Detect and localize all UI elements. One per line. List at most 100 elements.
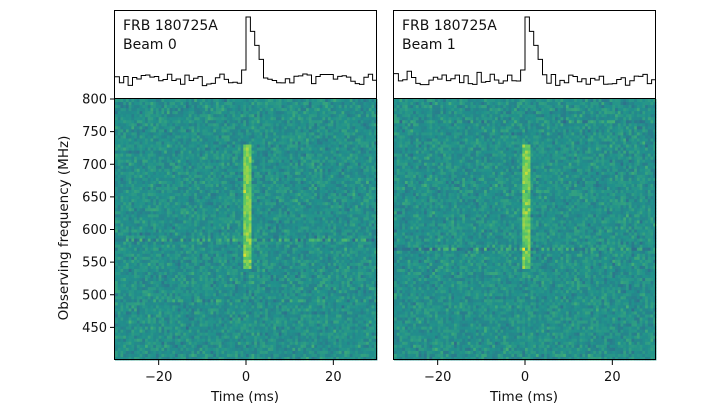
- spectrum-cell: [120, 241, 124, 246]
- spectrum-cell: [371, 196, 375, 200]
- spectrum-cell: [286, 165, 291, 170]
- spectrum-cell: [344, 150, 348, 155]
- spectrum-cell: [235, 199, 239, 203]
- spectrum-cell: [256, 202, 261, 206]
- spectrum-cell: [327, 147, 332, 151]
- spectrum-cell: [224, 187, 228, 191]
- spectrum-cell: [164, 144, 168, 148]
- spectrum-cell: [147, 199, 151, 203]
- spectrum-cell: [142, 253, 146, 258]
- spectrum-cell: [175, 129, 179, 133]
- spectrum-cell: [368, 144, 372, 148]
- spectrum-cell: [273, 150, 277, 155]
- spectrum-cell: [333, 138, 337, 142]
- spectrum-cell: [325, 250, 329, 255]
- spectrum-cell: [120, 159, 124, 164]
- spectrum-cell: [246, 156, 250, 161]
- spectrum-cell: [229, 144, 233, 148]
- spectrum-cell: [207, 150, 211, 155]
- spectrum-cell: [289, 162, 293, 167]
- spectrum-cell: [172, 102, 176, 106]
- spectrum-cell: [292, 211, 296, 215]
- spectrum-cell: [218, 196, 222, 200]
- spectrum-cell: [254, 190, 258, 194]
- spectrum-cell: [246, 126, 250, 130]
- spectrum-cell: [259, 247, 263, 252]
- spectrum-cell: [284, 193, 288, 197]
- spectrum-cell: [183, 162, 187, 167]
- spectrum-cell: [185, 235, 190, 239]
- spectrum-cell: [319, 253, 323, 258]
- spectrum-cell: [207, 208, 211, 212]
- spectrum-cell: [199, 202, 203, 206]
- spectrum-cell: [297, 138, 301, 142]
- spectrum-cell: [295, 220, 299, 224]
- spectrum-cell: [125, 156, 130, 161]
- spectrum-cell: [175, 250, 179, 255]
- spectrum-cell: [153, 235, 157, 239]
- spectrum-cell: [341, 156, 345, 161]
- spectrum-cell: [232, 147, 236, 151]
- spectrum-cell: [336, 196, 340, 200]
- spectrum-cell: [254, 226, 258, 230]
- spectrum-cell: [357, 159, 362, 164]
- spectrum-cell: [276, 102, 280, 106]
- spectrum-cell: [155, 214, 160, 218]
- spectrum-cell: [194, 135, 198, 139]
- spectrum-cell: [139, 159, 143, 164]
- spectrum-cell: [360, 244, 364, 249]
- spectrum-cell: [330, 244, 334, 249]
- spectrum-cell: [363, 238, 367, 243]
- spectrum-cell: [161, 147, 165, 151]
- spectrum-cell: [142, 141, 146, 145]
- spectrum-cell: [180, 99, 184, 103]
- spectrum-cell: [286, 187, 291, 191]
- spectrum-cell: [150, 202, 154, 206]
- spectrum-cell: [185, 147, 190, 151]
- spectrum-cell: [166, 138, 170, 142]
- spectrum-cell: [237, 114, 241, 118]
- spectrum-cell: [292, 135, 296, 139]
- spectrum-cell: [218, 120, 222, 124]
- spectrum-cell: [224, 108, 228, 112]
- spectrum-cell: [224, 214, 228, 218]
- spectrum-cell: [194, 105, 198, 109]
- spectrum-cell: [357, 150, 362, 155]
- spectrum-cell: [265, 253, 269, 258]
- spectrum-cell: [120, 138, 124, 142]
- spectrum-cell: [360, 105, 364, 109]
- spectrum-cell: [153, 171, 157, 176]
- spectrum-cell: [357, 138, 362, 142]
- spectrum-cell: [147, 126, 151, 130]
- spectrum-cell: [355, 247, 359, 252]
- spectrum-cell: [311, 165, 315, 170]
- spectrum-cell: [270, 205, 274, 209]
- spectrum-cell: [306, 244, 310, 249]
- spectrum-cell: [185, 159, 190, 164]
- spectrum-cell: [123, 199, 127, 203]
- spectrum-cell: [199, 220, 203, 224]
- spectrum-cell: [368, 150, 372, 155]
- spectrum-cell: [218, 165, 222, 170]
- spectrum-cell: [218, 202, 222, 206]
- spectrum-cell: [145, 138, 149, 142]
- spectrum-cell: [226, 162, 231, 167]
- spectrum-cell: [325, 187, 329, 191]
- spectrum-cell: [276, 187, 280, 191]
- spectrum-cell: [292, 168, 296, 173]
- spectrum-cell: [295, 117, 299, 121]
- spectrum-cell: [303, 132, 307, 136]
- spectrum-cell: [256, 177, 261, 182]
- spectrum-cell: [221, 196, 225, 200]
- spectrum-cell: [185, 129, 190, 133]
- spectrum-cell: [117, 141, 121, 145]
- spectrum-cell: [175, 171, 179, 176]
- spectrum-cell: [286, 196, 291, 200]
- spectrum-cell: [172, 105, 176, 109]
- spectrum-cell: [297, 226, 301, 230]
- spectrum-cell: [183, 126, 187, 130]
- spectrum-cell: [336, 244, 340, 249]
- spectrum-cell: [330, 211, 334, 215]
- spectrum-cell: [128, 156, 132, 161]
- spectrum-cell: [145, 253, 149, 258]
